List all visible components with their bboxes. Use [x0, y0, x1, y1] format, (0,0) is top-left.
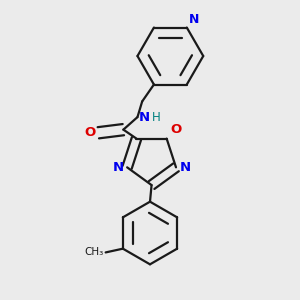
Text: N: N: [139, 111, 150, 124]
Text: N: N: [180, 161, 191, 174]
Text: H: H: [152, 111, 161, 124]
Text: O: O: [170, 123, 182, 136]
Text: O: O: [85, 126, 96, 139]
Text: CH₃: CH₃: [85, 248, 104, 257]
Text: N: N: [189, 13, 200, 26]
Text: N: N: [112, 161, 123, 174]
